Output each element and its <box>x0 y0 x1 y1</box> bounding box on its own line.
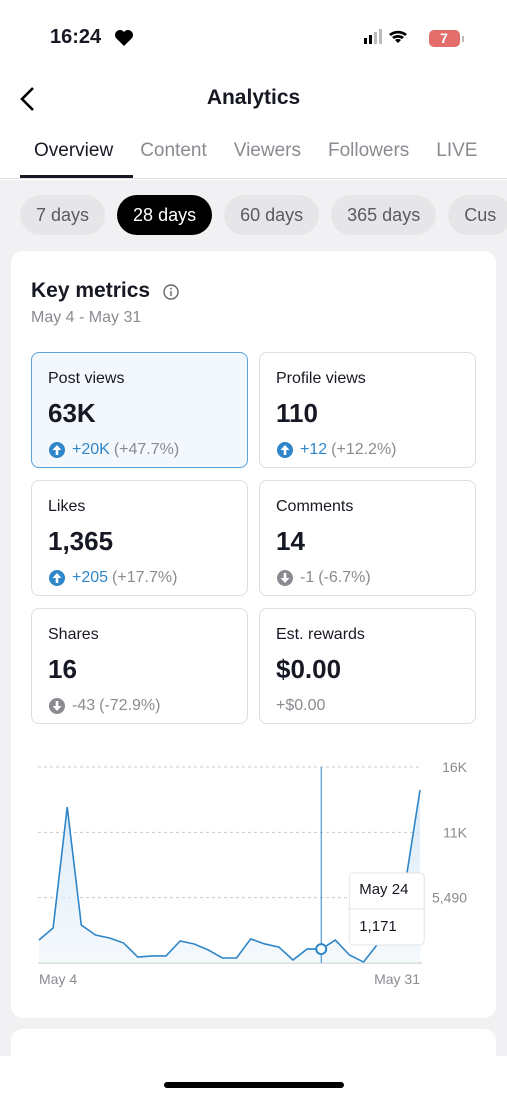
change-percent: (-6.7%) <box>318 569 371 586</box>
metric-card[interactable]: Shares 16 -43 (-72.9%) <box>31 608 248 724</box>
metric-value: 16 <box>48 654 77 684</box>
change-percent: (-72.9%) <box>99 697 161 714</box>
trend-icon <box>277 570 293 586</box>
hover-point <box>315 943 328 956</box>
battery-level: 7 <box>440 30 448 46</box>
metric-label: Comments <box>276 498 354 515</box>
section-title: Key metrics <box>31 279 151 302</box>
trend-icon <box>277 442 293 458</box>
home-indicator <box>164 1082 344 1088</box>
line-area <box>39 789 420 963</box>
status-icons: 7 <box>364 29 464 47</box>
change-value: +20K <box>72 441 110 458</box>
info-icon[interactable] <box>162 283 180 301</box>
period-pill[interactable]: 7 days <box>20 195 106 235</box>
date-range: May 4 - May 31 <box>31 309 142 326</box>
metric-card[interactable]: Comments 14 -1 (-6.7%) <box>259 480 476 596</box>
metric-card[interactable]: Likes 1,365 +205 (+17.7%) <box>31 480 248 596</box>
metric-label: Profile views <box>276 370 366 387</box>
tab-bar: Overview Content Viewers Followers LIVE <box>34 140 477 162</box>
metric-change: +12 (+12.2%) <box>276 441 459 459</box>
change-value: +12 <box>300 441 328 458</box>
period-selector: 7 days 28 days 60 days 365 days Cus <box>20 195 507 235</box>
heart-icon <box>115 30 133 46</box>
tab[interactable]: Overview <box>34 140 114 161</box>
change-value: +205 <box>72 569 109 586</box>
page-title: Analytics <box>206 86 301 109</box>
metric-change: +205 (+17.7%) <box>48 569 231 587</box>
change-percent: (+47.7%) <box>113 441 180 458</box>
metric-value: $0.00 <box>276 654 342 684</box>
metric-value: 1,365 <box>48 526 114 556</box>
x-tick-label: May 31 <box>374 971 420 987</box>
divider <box>0 178 507 179</box>
metric-label: Likes <box>48 498 86 515</box>
metric-label: Post views <box>48 370 125 387</box>
next-card <box>11 1029 496 1069</box>
change-percent: (+17.7%) <box>112 569 178 586</box>
metric-card[interactable]: Est. rewards $0.00 +$0.00 <box>259 608 476 724</box>
metric-label: Shares <box>48 626 99 643</box>
y-tick-label: 5,490 <box>432 890 467 906</box>
tab[interactable]: Content <box>140 140 207 161</box>
period-pill[interactable]: 60 days <box>224 195 320 235</box>
x-tick-label: May 4 <box>39 971 77 987</box>
metric-change: -43 (-72.9%) <box>48 697 231 715</box>
trend-icon <box>49 442 65 458</box>
metric-value: 110 <box>276 398 318 428</box>
tab[interactable]: Viewers <box>233 140 301 161</box>
tooltip-value: 1,171 <box>359 918 397 935</box>
views-chart: 5,490 11K 16K May 4 May 31 May 24 1,171 <box>38 759 468 987</box>
metric-card[interactable]: Post views 63K +20K (+47.7%) <box>31 352 248 468</box>
metrics-grid: Post views 63K +20K (+47.7%) Profile views 11… <box>31 352 476 724</box>
status-time: 16:24 <box>50 26 102 48</box>
period-pill[interactable]: 365 days <box>331 195 437 235</box>
tab[interactable]: LIVE <box>436 140 478 161</box>
change-value: -43 <box>72 697 96 714</box>
metric-value: 14 <box>276 526 305 556</box>
change-value: -1 <box>300 569 315 586</box>
tab[interactable]: Followers <box>327 140 410 161</box>
back-button[interactable] <box>18 86 40 112</box>
period-pill[interactable]: Cus <box>448 195 507 235</box>
trend-icon <box>49 698 65 714</box>
change-value: +$0.00 <box>276 697 326 714</box>
metric-card[interactable]: Profile views 110 +12 (+12.2%) <box>259 352 476 468</box>
tab-indicator <box>20 175 133 178</box>
metric-change: +20K (+47.7%) <box>48 441 231 459</box>
period-pill[interactable]: 28 days <box>117 195 213 235</box>
metric-label: Est. rewards <box>276 626 365 643</box>
line <box>38 789 421 964</box>
y-tick-label: 11K <box>443 824 468 840</box>
y-tick-label: 16K <box>442 759 468 775</box>
metric-change: -1 (-6.7%) <box>276 569 459 587</box>
metric-change: +$0.00 <box>276 697 459 715</box>
tooltip-date: May 24 <box>359 881 408 898</box>
change-percent: (+12.2%) <box>331 441 397 458</box>
metric-value: 63K <box>48 398 96 428</box>
trend-icon <box>49 570 65 586</box>
